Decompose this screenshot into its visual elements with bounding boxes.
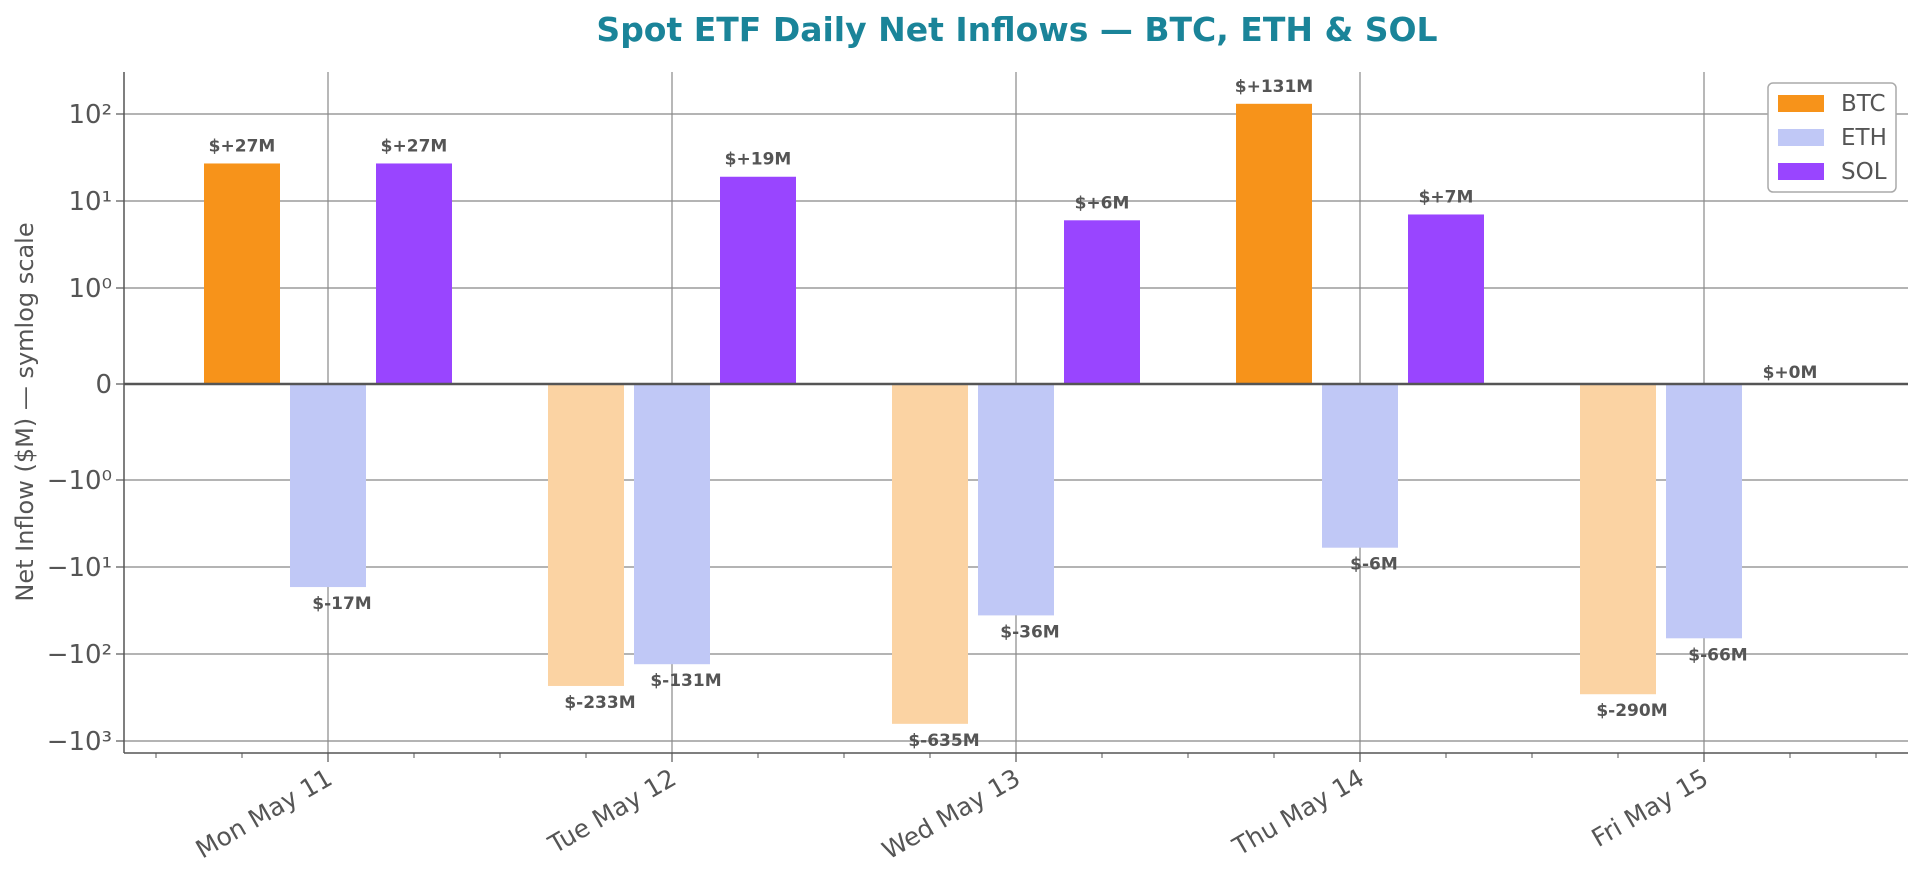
y-tick-label: 10⁰ <box>68 274 112 304</box>
y-tick-label: 0 <box>95 370 112 400</box>
data-label: $+27M <box>381 136 448 156</box>
y-axis-label: Net Inflow ($M) — symlog scale <box>11 222 39 601</box>
data-labels: $+27M $-233M $-635M $+131M $-290M $-17M $-131M… <box>209 77 1818 751</box>
legend-swatch-eth <box>1778 129 1824 146</box>
x-tick-label: Fri May 15 <box>1587 763 1713 853</box>
bar-eth[interactable] <box>1666 384 1742 639</box>
x-tick-label: Tue May 12 <box>543 763 681 860</box>
y-tick-label: −10³ <box>47 727 112 757</box>
x-tick-label: Thu May 14 <box>1227 763 1369 862</box>
x-ticks: Mon May 11 Tue May 12 Wed May 13 Thu May 14… <box>155 753 1877 865</box>
legend[interactable]: BTC ETH SOL <box>1767 82 1897 193</box>
bar-eth[interactable] <box>290 384 366 588</box>
data-label: $-131M <box>650 671 721 691</box>
bar-eth[interactable] <box>1322 384 1398 548</box>
legend-swatch-sol <box>1778 163 1824 180</box>
legend-label-btc: BTC <box>1841 91 1886 117</box>
chart-title: Spot ETF Daily Net Inflows — BTC, ETH & … <box>596 10 1437 49</box>
legend-label-eth: ETH <box>1841 125 1887 151</box>
bar-btc[interactable] <box>548 384 624 686</box>
legend-swatch-btc <box>1778 95 1824 112</box>
y-tick-label: 10¹ <box>68 187 112 217</box>
bar-sol[interactable] <box>720 176 796 384</box>
data-label: $-635M <box>908 731 979 751</box>
data-label: $+131M <box>1235 77 1313 97</box>
data-label: $-290M <box>1596 701 1667 721</box>
legend-label-sol: SOL <box>1841 159 1887 185</box>
data-label: $-6M <box>1350 555 1398 575</box>
bar-btc[interactable] <box>1236 103 1312 384</box>
y-tick-label: 10² <box>68 100 112 130</box>
bar-btc[interactable] <box>1580 384 1656 695</box>
y-ticks: 10² 10¹ 10⁰ 0 −10⁰ −10¹ −10² −10³ <box>47 100 124 757</box>
y-tick-label: −10¹ <box>47 553 112 583</box>
data-label: $-233M <box>564 693 635 713</box>
data-label: $+0M <box>1763 363 1818 383</box>
bar-sol[interactable] <box>1408 214 1484 384</box>
bar-sol[interactable] <box>376 163 452 384</box>
bar-btc[interactable] <box>892 384 968 724</box>
bar-sol[interactable] <box>1064 220 1140 384</box>
data-label: $+27M <box>209 136 276 156</box>
x-tick-label: Mon May 11 <box>191 763 337 864</box>
data-label: $-36M <box>1000 622 1059 642</box>
data-label: $-66M <box>1688 645 1747 665</box>
bars-layer <box>204 103 1742 724</box>
bar-eth[interactable] <box>978 384 1054 616</box>
data-label: $+7M <box>1419 187 1474 207</box>
data-label: $+6M <box>1075 193 1130 213</box>
data-label: $-17M <box>312 594 371 614</box>
x-tick-label: Wed May 13 <box>877 763 1025 865</box>
y-tick-label: −10² <box>47 640 112 670</box>
bar-btc[interactable] <box>204 163 280 384</box>
y-tick-label: −10⁰ <box>47 466 112 496</box>
bar-eth[interactable] <box>634 384 710 665</box>
data-label: $+19M <box>725 150 792 170</box>
